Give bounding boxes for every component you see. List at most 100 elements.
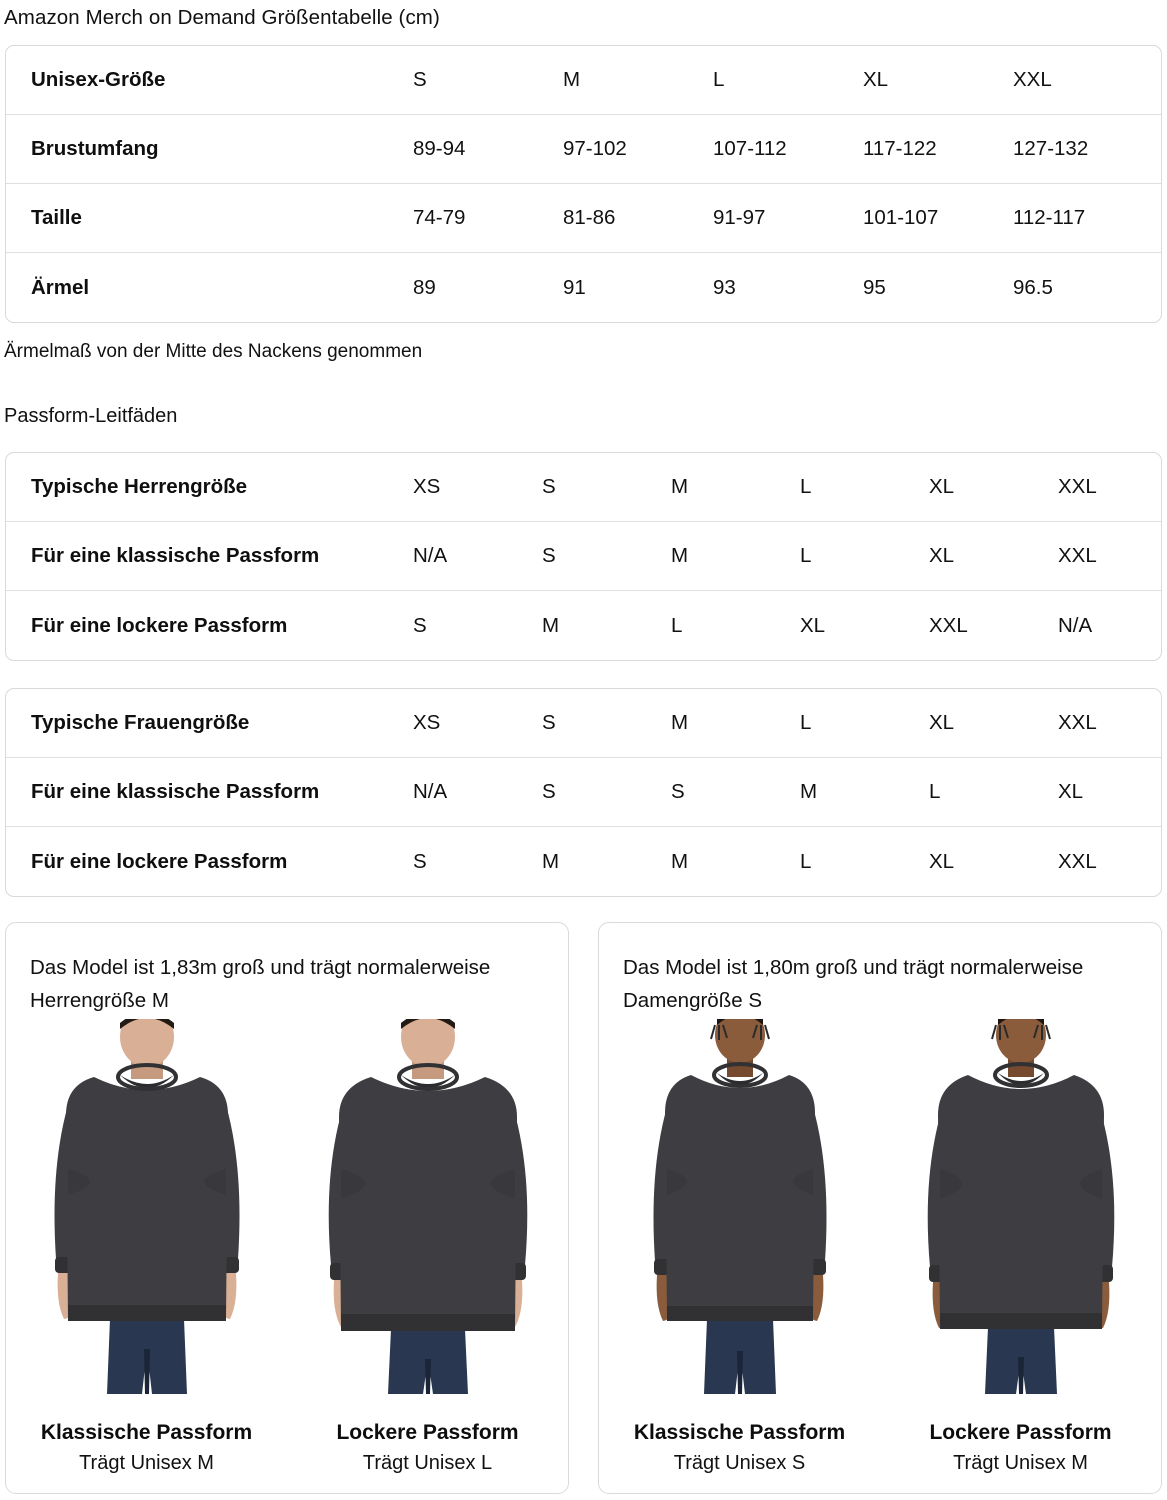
men-classic-xl: XL: [929, 544, 955, 567]
chest-l: 107-112: [713, 137, 787, 160]
women-col-xxl: XXL: [1058, 711, 1097, 734]
womens-classic-fit-title: Klassische Passform: [633, 1421, 846, 1444]
women-col-xl: XL: [929, 711, 955, 734]
size-table-col-xl: XL: [863, 68, 889, 91]
women-relaxed-xxl: XXL: [1058, 849, 1097, 873]
womens-classic-fit-wears: Trägt Unisex S: [673, 1452, 806, 1474]
size-table-col-xxl: XXL: [1013, 68, 1052, 91]
table-header-row: Typische Frauengröße XS S M L XL XXL: [6, 689, 1161, 758]
sleeve-xxl: 96.5: [1013, 275, 1053, 299]
women-classic-m: S: [671, 780, 685, 803]
mens-figures: [6, 1019, 568, 1394]
chest-xxl: 127-132: [1013, 137, 1089, 160]
size-table-col-s: S: [413, 68, 427, 91]
women-col-m: M: [671, 711, 689, 734]
women-classic-l: M: [800, 780, 818, 803]
waist-s: 74-79: [413, 206, 466, 229]
womens-relaxed-fit-figure: [880, 1019, 1161, 1394]
men-classic-xxl: XXL: [1058, 544, 1097, 567]
men-relaxed-s: M: [542, 613, 560, 637]
men-classic-xs: N/A: [413, 544, 448, 567]
size-table-col-m: M: [563, 68, 581, 91]
mens-classic-caption: Klassische Passform Trägt Unisex M: [6, 1418, 287, 1479]
women-relaxed-l: L: [800, 849, 812, 873]
mens-relaxed-fit-figure: [287, 1019, 568, 1394]
men-classic-m: M: [671, 544, 689, 567]
male-model-relaxed-photo: [303, 1019, 553, 1394]
men-col-xxl: XXL: [1058, 475, 1097, 498]
mens-model-description: Das Model ist 1,83m groß und trägt norma…: [30, 956, 491, 1012]
table-row: Für eine lockere Passform S M L XL XXL N…: [6, 591, 1161, 660]
unisex-size-table: Unisex-Größe S M L XL XXL Brustumfang 89…: [5, 45, 1162, 323]
women-relaxed-m: M: [671, 849, 689, 873]
table-row: Taille 74-79 81-86 91-97 101-107 112-117: [6, 184, 1161, 253]
mens-relaxed-fit-title: Lockere Passform: [336, 1421, 519, 1444]
sleeve-xl: 95: [863, 275, 886, 299]
men-relaxed-xxl: N/A: [1058, 613, 1093, 637]
womens-relaxed-fit-title: Lockere Passform: [929, 1421, 1112, 1444]
women-relaxed-s: M: [542, 849, 560, 873]
womens-classic-caption: Klassische Passform Trägt Unisex S: [599, 1418, 880, 1479]
fit-guides-heading: Passform-Leitfäden: [4, 405, 178, 427]
row-label-waist: Taille: [31, 206, 82, 229]
waist-m: 81-86: [563, 206, 616, 229]
mens-captions: Klassische Passform Trägt Unisex M Locke…: [6, 1418, 568, 1479]
sleeve-s: 89: [413, 275, 436, 299]
womens-model-card: Das Model ist 1,80m groß und trägt norma…: [598, 922, 1162, 1494]
table-header-row: Typische Herrengröße XS S M L XL XXL: [6, 453, 1161, 522]
men-col-m: M: [671, 475, 689, 498]
table-row: Für eine klassische Passform N/A S M L X…: [6, 522, 1161, 591]
row-label-chest: Brustumfang: [31, 137, 159, 160]
chest-s: 89-94: [413, 137, 466, 160]
womens-relaxed-fit-wears: Trägt Unisex M: [953, 1452, 1088, 1474]
table-row: Brustumfang 89-94 97-102 107-112 117-122…: [6, 115, 1161, 184]
men-relaxed-xl: XXL: [929, 613, 968, 637]
women-classic-xxl: XL: [1058, 780, 1084, 803]
men-relaxed-m: L: [671, 613, 683, 637]
men-relaxed-l: XL: [800, 613, 826, 637]
mens-classic-fit-wears: Trägt Unisex M: [79, 1452, 214, 1474]
womens-fit-guide-table: Typische Frauengröße XS S M L XL XXL Für…: [5, 688, 1162, 897]
womens-captions: Klassische Passform Trägt Unisex S Locke…: [599, 1418, 1161, 1479]
women-classic-fit-label: Für eine klassische Passform: [31, 780, 320, 803]
mens-model-card: Das Model ist 1,83m groß und trägt norma…: [5, 922, 569, 1494]
page-title: Amazon Merch on Demand Größentabelle (cm…: [4, 6, 440, 29]
sleeve-m: 91: [563, 275, 586, 299]
size-table-header-label: Unisex-Größe: [31, 68, 166, 91]
women-col-xs: XS: [413, 711, 441, 734]
mens-relaxed-fit-wears: Trägt Unisex L: [362, 1452, 493, 1474]
women-relaxed-xs: S: [413, 849, 427, 873]
male-model-classic-photo: [22, 1019, 272, 1394]
women-col-s: S: [542, 711, 556, 734]
mens-classic-fit-title: Klassische Passform: [40, 1421, 253, 1444]
women-relaxed-xl: XL: [929, 849, 955, 873]
womens-model-description: Das Model ist 1,80m groß und trägt norma…: [623, 956, 1084, 1012]
chest-m: 97-102: [563, 137, 627, 160]
mens-classic-fit-figure: [6, 1019, 287, 1394]
women-relaxed-fit-label: Für eine lockere Passform: [31, 849, 288, 873]
men-relaxed-fit-label: Für eine lockere Passform: [31, 613, 288, 637]
waist-xl: 101-107: [863, 206, 939, 229]
table-row: Für eine lockere Passform S M M L XL XXL: [6, 827, 1161, 896]
mens-relaxed-caption: Lockere Passform Trägt Unisex L: [287, 1418, 568, 1479]
men-col-xs: XS: [413, 475, 441, 498]
table-row: Für eine klassische Passform N/A S S M L…: [6, 758, 1161, 827]
men-relaxed-xs: S: [413, 613, 427, 637]
womens-figures: [599, 1019, 1161, 1394]
men-classic-fit-label: Für eine klassische Passform: [31, 544, 320, 567]
women-col-l: L: [800, 711, 812, 734]
row-label-sleeve: Ärmel: [31, 275, 90, 299]
female-model-classic-photo: [615, 1019, 865, 1394]
men-col-l: L: [800, 475, 812, 498]
female-model-relaxed-photo: [896, 1019, 1146, 1394]
women-classic-xl: L: [929, 780, 941, 803]
table-row: Ärmel 89 91 93 95 96.5: [6, 253, 1161, 322]
men-classic-l: L: [800, 544, 812, 567]
chest-xl: 117-122: [863, 137, 937, 160]
men-fit-header-label: Typische Herrengröße: [31, 475, 248, 498]
men-col-s: S: [542, 475, 556, 498]
women-fit-header-label: Typische Frauengröße: [31, 711, 250, 734]
womens-classic-fit-figure: [599, 1019, 880, 1394]
sleeve-l: 93: [713, 275, 736, 299]
